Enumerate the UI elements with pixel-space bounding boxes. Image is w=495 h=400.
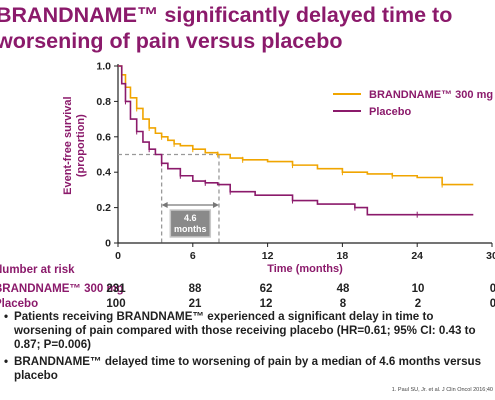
legend-label: BRANDNAME™ 300 mg — [369, 89, 493, 101]
x-tick-label: 24 — [411, 250, 423, 262]
legend-label: Placebo — [369, 106, 411, 118]
finding-bullet: • Patients receiving BRANDNAME™ experienc… — [4, 310, 494, 352]
at-risk-value: 8 — [339, 298, 347, 310]
at-risk-label-placebo: Placebo — [0, 298, 39, 310]
finding-bullet: • BRANDNAME™ delayed time to worsening of… — [4, 355, 494, 383]
arrowhead-right — [212, 202, 219, 208]
at-risk-value: 2 — [414, 298, 422, 310]
citation: 1. Paul SU, Jr. et al. J Clin Oncol 2016… — [391, 387, 493, 393]
median-difference-label: months — [174, 224, 207, 234]
finding-text: BRANDNAME™ delayed time to worsening of … — [14, 355, 482, 382]
at-risk-value: 88 — [188, 283, 202, 295]
median-difference-label: 4.6 — [184, 213, 197, 223]
x-tick-label: 18 — [337, 250, 349, 262]
y-tick-label: 0.2 — [96, 202, 111, 214]
at-risk-value: 0 — [489, 283, 495, 295]
finding-text: Patients receiving BRANDNAME™ experience… — [14, 310, 476, 351]
number-at-risk-title: Number at risk — [0, 264, 75, 276]
at-risk-value: 0 — [489, 298, 495, 310]
x-tick-label: 0 — [115, 250, 121, 262]
at-risk-value: 12 — [259, 298, 273, 310]
arrowhead-left — [161, 202, 168, 208]
at-risk-label-brand: BRANDNAME™ 300 mg — [0, 283, 124, 295]
x-tick-label: 30 — [486, 250, 495, 262]
bullet-marker: • — [4, 310, 9, 323]
at-risk-value: 21 — [188, 298, 202, 310]
median-difference-box — [169, 209, 212, 238]
at-risk-value: 62 — [259, 283, 273, 295]
y-tick-label: 1.0 — [96, 61, 111, 73]
y-axis-label: Event-free survival(proportion) — [62, 96, 87, 194]
y-tick-label: 0.4 — [96, 167, 111, 179]
page-title: BRANDNAME™ significantly delayed time to… — [0, 3, 453, 53]
at-risk-value: 100 — [106, 298, 126, 310]
x-tick-label: 12 — [262, 250, 274, 262]
bullet-marker: • — [4, 355, 9, 368]
at-risk-value: 231 — [106, 283, 126, 295]
key-findings: • Patients receiving BRANDNAME™ experienc… — [4, 310, 494, 386]
at-risk-value: 48 — [336, 283, 350, 295]
series-line-brand — [118, 65, 474, 186]
x-axis-label: Time (months) — [267, 263, 343, 275]
at-risk-value: 10 — [411, 283, 425, 295]
y-tick-label: 0 — [105, 238, 111, 250]
y-tick-label: 0.6 — [96, 131, 111, 143]
y-tick-label: 0.8 — [96, 96, 111, 108]
km-chart: 0 0.2 0.4 0.6 0.8 1.0 0 6 12 18 24 30 Time (months) E… — [62, 61, 495, 276]
x-tick-label: 6 — [190, 250, 196, 262]
